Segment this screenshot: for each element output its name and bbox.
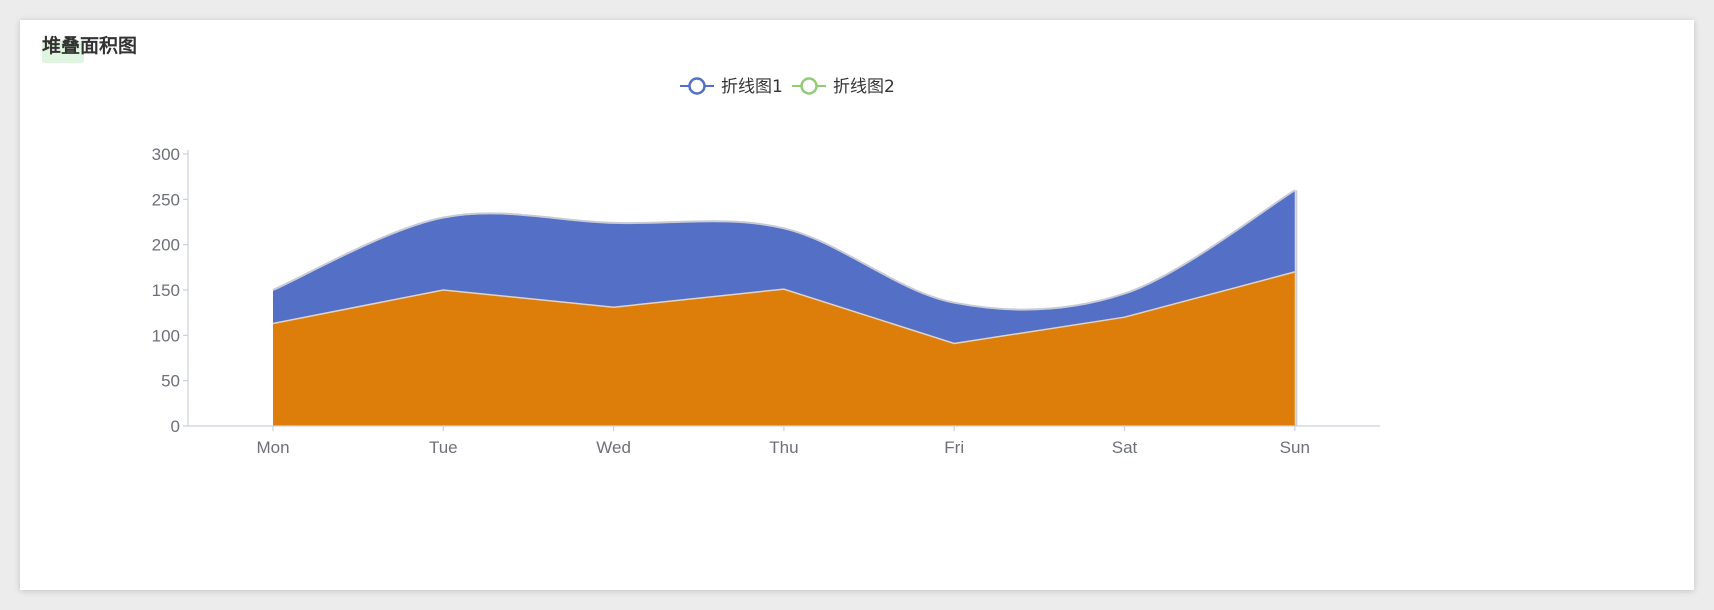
x-tick-label: Thu [769, 438, 798, 457]
series-line-2 [272, 271, 1295, 345]
series-area-2 [273, 271, 1295, 426]
legend-label-2: 折线图2 [833, 77, 895, 97]
y-tick-label: 250 [152, 190, 180, 209]
y-tick-label: 100 [152, 326, 180, 345]
stacked-area-chart: 0 50 100 150 200 250 300 Mon Tue Wed Thu Fri Sat Sun 折… [152, 77, 1380, 457]
series-area-1 [273, 190, 1295, 344]
series-line-1 [272, 189, 1296, 311]
chart-card: 堆叠面积图 0 50 100 150 200 250 300 Mon Tue Wed Thu Fri S… [20, 20, 1694, 590]
legend-marker-2 [800, 77, 818, 95]
x-tick-label: Wed [596, 438, 631, 457]
x-tick-label: Tue [429, 438, 458, 457]
title-highlight [42, 41, 84, 63]
x-tick-label: Sat [1112, 438, 1138, 457]
x-tick-label: Fri [944, 438, 964, 457]
y-tick-label: 150 [152, 281, 180, 300]
y-tick-label: 300 [152, 145, 180, 164]
y-tick-label: 50 [161, 372, 180, 391]
y-tick-label: 200 [152, 236, 180, 255]
legend-marker-1 [688, 77, 706, 95]
legend-label-1: 折线图1 [721, 77, 783, 97]
x-tick-label: Sun [1280, 438, 1310, 457]
y-tick-label: 0 [171, 417, 180, 436]
card-title: 堆叠面积图 [42, 35, 138, 57]
x-tick-label: Mon [256, 438, 289, 457]
